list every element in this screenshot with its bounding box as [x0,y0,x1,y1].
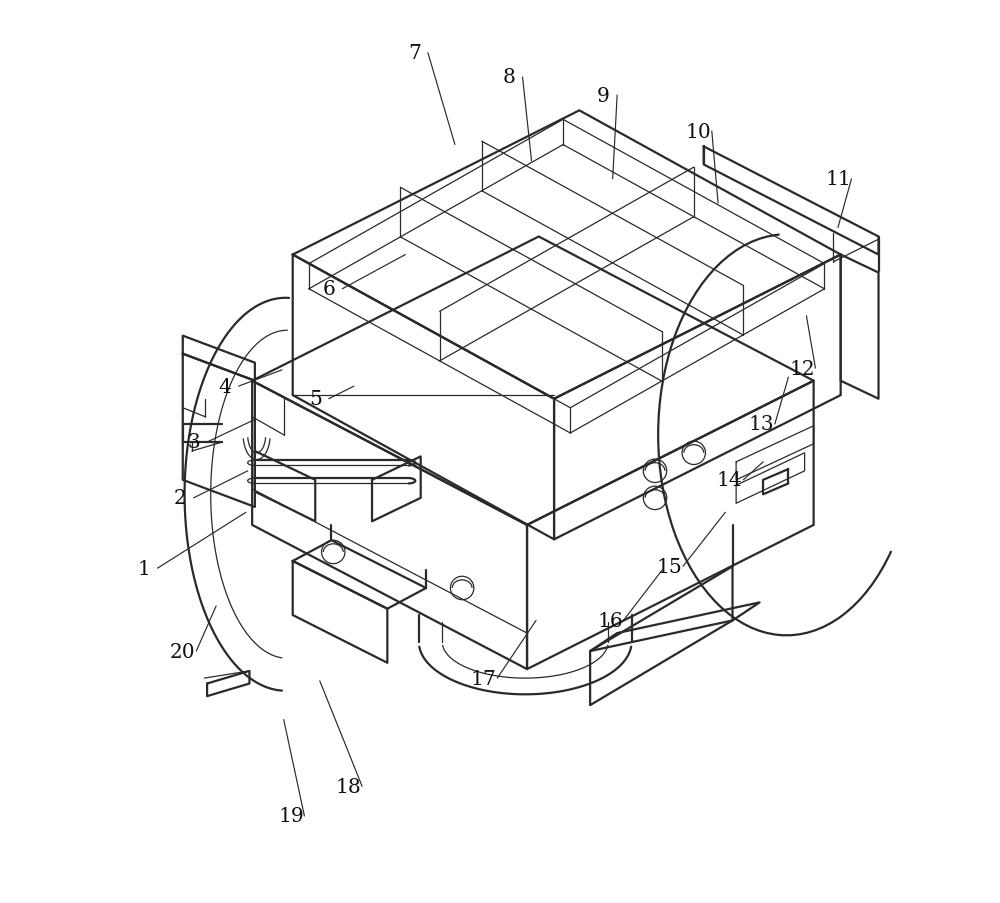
Text: 11: 11 [825,170,851,189]
Text: 20: 20 [170,642,196,661]
Text: 2: 2 [174,489,186,507]
Text: 12: 12 [789,359,815,378]
Text: 7: 7 [408,44,421,63]
Text: 15: 15 [657,557,682,576]
Text: 8: 8 [503,69,515,88]
Text: 3: 3 [187,433,200,452]
Text: 10: 10 [685,123,711,142]
Text: 6: 6 [322,280,335,299]
Text: 5: 5 [309,390,322,409]
Text: 16: 16 [597,611,623,630]
Text: 17: 17 [471,669,497,688]
Text: 4: 4 [219,377,232,396]
Text: 19: 19 [278,806,304,825]
Text: 9: 9 [597,87,610,106]
Text: 14: 14 [717,470,743,489]
Text: 1: 1 [138,559,150,578]
Text: 18: 18 [336,777,361,796]
Text: 13: 13 [749,415,774,434]
